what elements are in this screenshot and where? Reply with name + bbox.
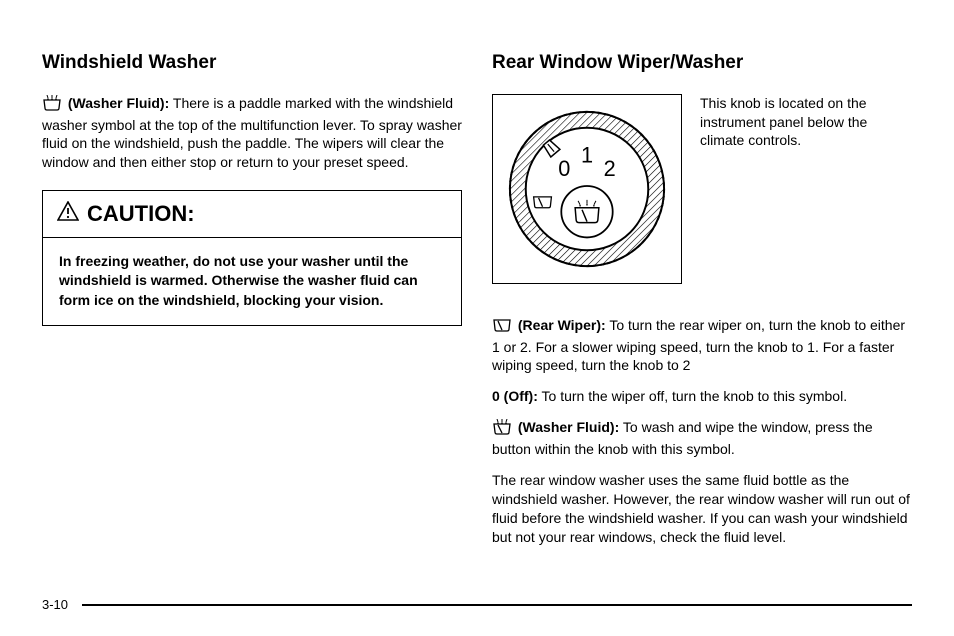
washer-fluid-paragraph: (Washer Fluid): There is a paddle marked… [42,94,462,173]
page-footer: 3-10 [42,596,912,614]
off-label: 0 (Off): [492,388,538,404]
heading-windshield-washer: Windshield Washer [42,50,462,76]
washer-fluid-label-right: (Washer Fluid): [518,419,619,435]
rear-wiper-paragraph: (Rear Wiper): To turn the rear wiper on,… [492,316,912,376]
caution-body: In freezing weather, do not use your was… [43,238,461,325]
knob-label-1: 1 [581,142,593,167]
fluid-note: The rear window washer uses the same flu… [492,471,912,547]
caution-header: CAUTION: [43,191,461,238]
caution-box: CAUTION: In freezing weather, do not use… [42,190,462,325]
washer-fluid-icon [42,95,62,116]
washer-fluid-paragraph-right: (Washer Fluid): To wash and wipe the win… [492,418,912,459]
off-text: To turn the wiper off, turn the knob to … [542,388,848,404]
footer-rule [82,604,912,606]
page-number: 3-10 [42,596,68,614]
off-paragraph: 0 (Off): To turn the wiper off, turn the… [492,387,912,406]
right-column: Rear Window Wiper/Washer [492,50,912,559]
washer-fluid-icon-right [492,419,512,440]
knob-intro-text: This knob is located on the instrument p… [700,94,912,151]
knob-label-0: 0 [558,156,570,181]
left-column: Windshield Washer (Washer Fluid): There … [42,50,462,559]
caution-title: CAUTION: [87,199,195,229]
heading-rear-wiper: Rear Window Wiper/Washer [492,50,912,76]
knob-figure: 0 1 2 [492,94,682,284]
warning-triangle-icon [57,199,79,229]
washer-fluid-label: (Washer Fluid): [68,95,169,111]
rear-wiper-label: (Rear Wiper): [518,317,606,333]
rear-wiper-icon [492,317,512,338]
knob-label-2: 2 [604,156,616,181]
